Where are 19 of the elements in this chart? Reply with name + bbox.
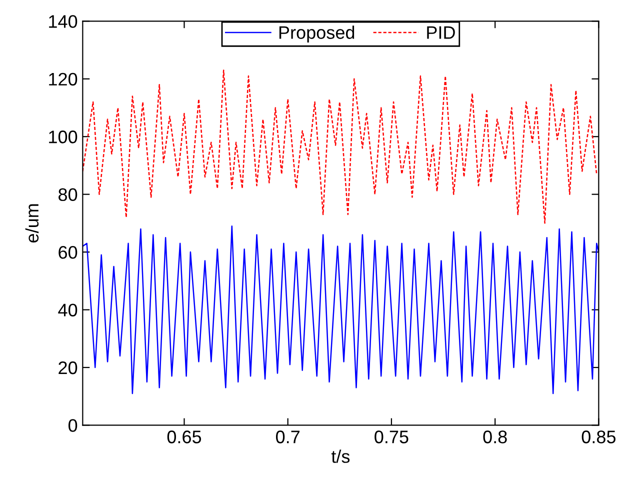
legend-label: Proposed: [279, 26, 354, 43]
y-tick-label: 120: [49, 72, 78, 86]
x-tick-label: 0.75: [374, 430, 408, 444]
y-tick-label: 20: [58, 361, 78, 374]
y-tick-label: 60: [58, 246, 78, 259]
y-axis-title: e/um: [25, 204, 39, 242]
y-tick-label: 80: [58, 188, 78, 202]
x-tick-label: 0.65: [167, 430, 202, 444]
x-tick-label: 0.7: [276, 430, 300, 444]
y-tick-label: 40: [58, 304, 78, 316]
y-tick-label: 0: [68, 419, 78, 432]
y-tick-label: 100: [49, 130, 78, 144]
line-series: [82, 70, 598, 224]
y-tick-label: 140: [49, 15, 78, 28]
x-tick-label: 0.85: [582, 430, 616, 444]
line-series: [82, 225, 599, 394]
x-axis-title: t/s: [331, 450, 350, 463]
x-tick-label: 0.8: [483, 430, 507, 444]
legend-label: PID: [427, 26, 455, 39]
